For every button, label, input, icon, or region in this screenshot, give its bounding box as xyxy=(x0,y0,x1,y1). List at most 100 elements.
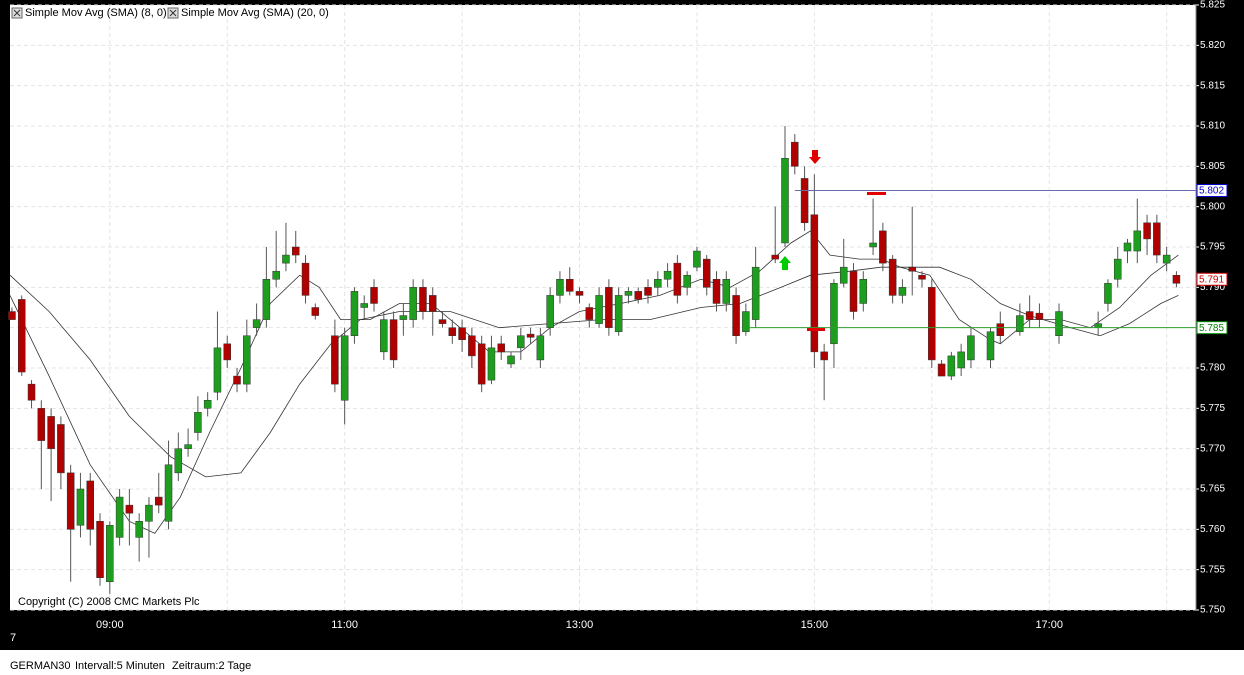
legend-close xyxy=(169,9,177,17)
marks xyxy=(8,126,1196,594)
y-tick-label: 5.805 xyxy=(1200,161,1225,172)
candle-body xyxy=(66,472,75,530)
candle-body xyxy=(17,299,26,373)
candle-body xyxy=(1123,242,1132,252)
candle-body xyxy=(693,250,701,268)
candle-body xyxy=(517,335,525,349)
candle-body xyxy=(526,333,535,338)
candle-body xyxy=(937,363,946,377)
candle-body xyxy=(859,279,868,304)
y-tick-label: 5.775 xyxy=(1200,403,1225,414)
candle-body xyxy=(751,266,760,320)
candle-body xyxy=(8,311,16,320)
exit-mark xyxy=(807,328,825,331)
candle-body xyxy=(928,287,936,361)
candle-body xyxy=(614,295,623,332)
sell-arrow xyxy=(809,150,821,164)
candle-body xyxy=(419,287,427,312)
candle-body xyxy=(223,343,231,361)
price-label: 5.802 xyxy=(1199,186,1224,197)
candle-body xyxy=(986,331,995,361)
candle-body xyxy=(203,400,212,409)
candle-body xyxy=(86,480,94,530)
candle-body xyxy=(37,408,46,441)
candle-body xyxy=(164,464,173,522)
candle-body xyxy=(125,504,134,514)
candle-body xyxy=(115,496,124,538)
status-bar xyxy=(0,650,1244,675)
candle-body xyxy=(781,158,789,244)
candle-body xyxy=(888,258,897,296)
candle-body xyxy=(624,291,633,296)
y-tick-label: 5.815 xyxy=(1200,80,1225,91)
candle-body xyxy=(810,214,819,353)
y-tick-label: 5.750 xyxy=(1200,605,1225,616)
candle-body xyxy=(663,270,672,280)
candle-body xyxy=(546,295,554,328)
candle-body xyxy=(947,355,956,377)
candle-body xyxy=(1143,222,1151,240)
candle-body xyxy=(301,262,310,296)
candle-body xyxy=(233,375,241,385)
legend: Simple Mov Avg (SMA) (8, 0) Simple Mov A… xyxy=(11,7,329,19)
range: Zeitraum:2 Tage xyxy=(172,660,251,672)
y-tick-label: 5.795 xyxy=(1200,242,1225,253)
candle-body xyxy=(771,254,779,260)
candle-body xyxy=(174,448,183,474)
candle-body xyxy=(702,258,711,288)
candle-body xyxy=(654,279,662,288)
candle-body xyxy=(879,230,887,264)
copyright: Copyright (C) 2008 CMC Markets Plc xyxy=(18,596,200,608)
candle-body xyxy=(791,141,799,167)
candle-body xyxy=(1133,230,1142,252)
y-tick-label: 5.770 xyxy=(1200,443,1225,454)
candle-body xyxy=(634,291,642,300)
candle-body xyxy=(800,178,809,224)
candle-body xyxy=(76,488,85,526)
candle-body xyxy=(565,279,574,292)
y-tick-label: 5.825 xyxy=(1200,0,1225,11)
x-tick-label: 11:00 xyxy=(331,619,358,631)
candle-body xyxy=(468,335,476,357)
candle-body xyxy=(252,319,261,328)
candle-body xyxy=(370,287,378,304)
candle-body xyxy=(57,424,65,474)
candle-body xyxy=(184,444,192,449)
y-tick-label: 5.800 xyxy=(1200,201,1225,212)
candle-body xyxy=(428,295,437,312)
signals xyxy=(779,150,886,331)
candle-body xyxy=(996,323,1005,336)
candle-body xyxy=(839,266,848,284)
candle-body xyxy=(477,343,486,385)
candle-body xyxy=(213,347,222,393)
candle-body xyxy=(898,287,907,296)
price-label: 5.785 xyxy=(1199,323,1224,334)
y-tick-label: 5.765 xyxy=(1200,484,1225,495)
candle-body xyxy=(595,295,603,324)
x-tick-label: 13:00 xyxy=(566,619,594,631)
legend-close xyxy=(13,9,21,17)
candle-body xyxy=(644,287,652,296)
candle-body xyxy=(47,416,55,449)
candle-body xyxy=(1025,311,1034,320)
candle-body xyxy=(556,279,564,296)
interval: Intervall:5 Minuten xyxy=(75,660,165,672)
candle-body xyxy=(1016,315,1024,332)
candle-body xyxy=(96,521,104,578)
legend-label: Simple Mov Avg (SMA) (20, 0) xyxy=(181,7,329,19)
candle-body xyxy=(311,307,320,316)
candle-body xyxy=(448,327,457,336)
candle-body xyxy=(1153,222,1161,256)
candle-body xyxy=(507,355,515,365)
candle-body xyxy=(830,283,838,345)
candle-body xyxy=(732,295,740,336)
x-tick-label: 17:00 xyxy=(1035,619,1063,631)
candle-body xyxy=(722,279,731,304)
candle-body xyxy=(957,351,965,369)
legend-label: Simple Mov Avg (SMA) (8, 0) xyxy=(25,7,167,19)
x-tick-label: 15:00 xyxy=(801,619,829,631)
candle-body xyxy=(742,311,750,332)
price-box xyxy=(1196,184,1228,198)
